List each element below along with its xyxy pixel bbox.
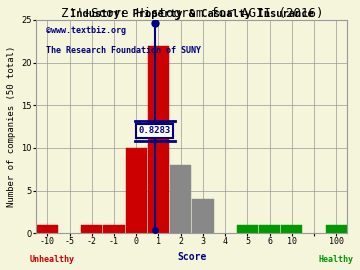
Bar (103, 225, 125, 233)
Text: Unhealthy: Unhealthy (30, 255, 75, 264)
Bar (237, 225, 258, 233)
Bar (81, 225, 102, 233)
X-axis label: Score: Score (177, 252, 207, 262)
Bar (170, 165, 191, 233)
Y-axis label: Number of companies (50 total): Number of companies (50 total) (7, 46, 16, 207)
Text: ©www.textbiz.org: ©www.textbiz.org (45, 26, 126, 35)
Title: Z''-Score Histogram for AGII (2016): Z''-Score Histogram for AGII (2016) (60, 7, 323, 20)
Text: Industry: Property & Casualty Insurance: Industry: Property & Casualty Insurance (70, 9, 314, 19)
Bar (148, 46, 169, 233)
Bar (326, 225, 347, 233)
Bar (281, 225, 302, 233)
Bar (259, 225, 280, 233)
Bar (192, 199, 213, 233)
Text: Healthy: Healthy (319, 255, 354, 264)
Bar (126, 148, 147, 233)
Bar (37, 225, 58, 233)
Text: The Research Foundation of SUNY: The Research Foundation of SUNY (45, 46, 201, 55)
Text: 0.8283: 0.8283 (139, 126, 171, 135)
